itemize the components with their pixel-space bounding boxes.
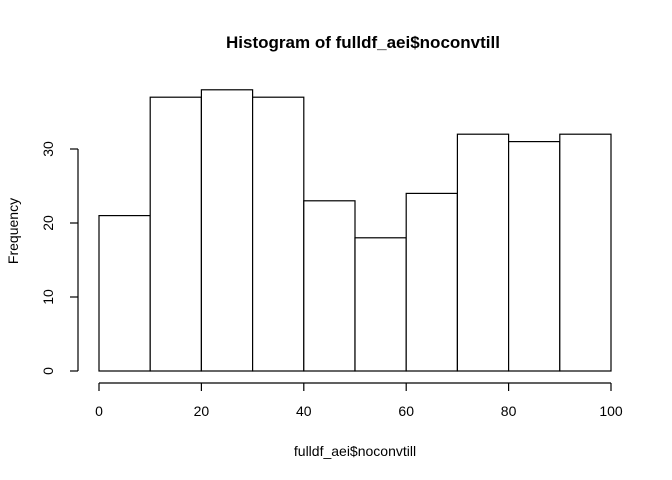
- y-axis-label: Frequency: [5, 198, 21, 264]
- histogram-bar: [354, 237, 407, 372]
- x-tick-label: 80: [501, 403, 517, 419]
- y-tick-label: 0: [40, 367, 56, 375]
- histogram-bar: [200, 89, 254, 372]
- histogram-bar: [149, 96, 202, 372]
- bars-group: [98, 89, 612, 372]
- x-axis-label: fulldf_aei$noconvtill: [294, 443, 416, 459]
- histogram-bar: [456, 133, 510, 372]
- histogram-bar: [508, 141, 561, 372]
- histogram-bar: [405, 192, 459, 372]
- chart-title: Histogram of fulldf_aei$noconvtill: [226, 33, 500, 52]
- y-tick-label: 10: [40, 289, 56, 305]
- histogram-bar: [252, 96, 305, 372]
- histogram-bar: [303, 200, 356, 372]
- x-tick-label: 60: [398, 403, 414, 419]
- histogram-bar: [559, 133, 612, 372]
- histogram-bar: [98, 215, 151, 372]
- y-tick-label: 20: [40, 215, 56, 231]
- x-tick-label: 20: [194, 403, 210, 419]
- x-tick-label: 0: [95, 403, 103, 419]
- x-tick-label: 100: [599, 403, 623, 419]
- y-tick-label: 30: [40, 141, 56, 157]
- y-axis: 0 10 20 30: [40, 141, 79, 375]
- x-axis: 0 20 40 60 80 100: [95, 382, 623, 419]
- x-tick-label: 40: [296, 403, 312, 419]
